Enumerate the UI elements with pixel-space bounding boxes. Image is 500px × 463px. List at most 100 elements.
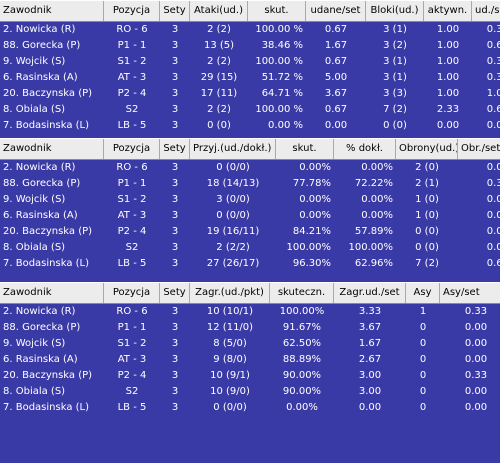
stat-cell: 0.67 [324,24,348,35]
column-header[interactable]: skut. [248,1,306,21]
table-row[interactable]: 9. Wojcik (S) S1 - 2 3 8 (5/0) 62.50% 1.67 0 0.… [0,336,500,352]
column-header[interactable]: Pozycja [104,139,160,159]
column-header[interactable]: Asy/set [440,283,500,303]
stat-cell: 84.21% [292,226,331,237]
column-header[interactable]: Bloki(ud.) [366,1,424,21]
column-header[interactable]: ud./set [472,1,500,21]
stat-cell: 1.67 [358,338,382,349]
stat-cell: P2 - 4 [117,88,147,99]
table-row[interactable]: 6. Rasinska (A) AT - 3 3 9 (8/0) 88.89% 2.67 0… [0,352,500,368]
table-row[interactable]: 7. Bodasinska (L) LB - 5 3 0 (0/0) 0.00% 0.00… [0,400,500,416]
column-header[interactable]: Obr./set [458,139,500,159]
stat-cell: 0.00% [299,162,331,173]
column-header[interactable]: skuteczn. [270,283,334,303]
stat-cell: 2 (1) [415,178,439,189]
serve-stats-table: Zawodnik Pozycja Sety Zagr.(ud./pkt) skutecz… [0,282,500,463]
stat-cell: 1.00 [436,72,460,83]
table-row[interactable]: 9. Wojcik (S) S1 - 2 3 3 (0/0) 0.00% 0.00% 1 (… [0,192,500,208]
column-header[interactable]: Zagr.ud./set [334,283,406,303]
column-header[interactable]: Pozycja [104,283,160,303]
table-row[interactable]: 8. Obiala (S) S2 3 2 (2/2) 100.00% 100.00% 0 (… [0,240,500,256]
column-header[interactable]: Sety [160,139,190,159]
stat-cell: 13 (5) [203,40,235,51]
table-row[interactable]: 2. Nowicka (R) RO - 6 3 10 (10/1) 100.00% 3.3… [0,304,500,320]
stat-cell: 1.00 [436,40,460,51]
table-row[interactable]: 88. Gorecka (P) P1 - 1 3 13 (5) 38.46 % 1.67 3… [0,38,500,54]
table-row[interactable]: 88. Gorecka (P) P1 - 1 3 18 (14/13) 77.78% 72… [0,176,500,192]
stat-cell: 0.00 [486,210,500,221]
stat-cell: 77.78% [292,178,331,189]
stat-cell: 0.67 [486,40,500,51]
table-row[interactable]: 20. Baczynska (P) P2 - 4 3 17 (11) 64.71 % 3.… [0,86,500,102]
stat-cell: 2 (2) [207,104,231,115]
stat-cell: 0 (0) [415,226,439,237]
table-row[interactable]: 20. Baczynska (P) P2 - 4 3 19 (16/11) 84.21%… [0,224,500,240]
stat-cell: P1 - 1 [117,322,147,333]
stat-cell: 7 (2) [383,104,407,115]
column-header[interactable]: Asy [406,283,440,303]
column-header[interactable]: aktywn. [424,1,472,21]
stat-cell: 3 [171,226,179,237]
stat-cell: 100.00% [279,306,325,317]
stat-cell: 57.89% [354,226,393,237]
stat-cell: 3.00 [358,386,382,397]
stat-cell: 3.33 [358,306,382,317]
column-header[interactable]: Przyj.(ud./dokł.) [190,139,276,159]
stat-cell: 10 (10/1) [206,306,254,317]
stat-cell: 0.00 [486,226,500,237]
stat-cell: 2.33 [436,104,460,115]
player-name-cell: 9. Wojcik (S) [3,56,66,67]
table-row[interactable]: 6. Rasinska (A) AT - 3 3 0 (0/0) 0.00% 0.00% 1… [0,208,500,224]
stat-cell: 1.67 [324,40,348,51]
column-header[interactable]: % dokł. [334,139,396,159]
stat-cell: 1.00 [436,88,460,99]
stat-cell: 100.00 % [255,24,303,35]
stat-cell: 29 (15) [200,72,238,83]
stat-cell: 3.67 [358,322,382,333]
column-header[interactable]: skut. [276,139,334,159]
column-header[interactable]: Sety [160,1,190,21]
table-row[interactable]: 88. Gorecka (P) P1 - 1 3 12 (11/0) 91.67% 3.6… [0,320,500,336]
table-row[interactable]: 8. Obiala (S) S2 3 10 (9/0) 90.00% 3.00 0 0.00 [0,384,500,400]
stat-cell: 0.00 [486,242,500,253]
table-row[interactable]: 2. Nowicka (R) RO - 6 3 0 (0/0) 0.00% 0.00% 2 … [0,160,500,176]
stat-cell: 9 (8/0) [213,354,247,365]
stat-cell: 3 [171,56,179,67]
player-name-cell: 2. Nowicka (R) [3,24,76,35]
stat-cell: 0.00 [464,402,488,413]
stat-cell: 12 (11/0) [206,322,254,333]
table-row[interactable]: 8. Obiala (S) S2 3 2 (2) 100.00 % 0.67 7 (2) 2.… [0,102,500,118]
stat-cell: 3 [171,178,179,189]
table-row[interactable]: 7. Bodasinska (L) LB - 5 3 0 (0) 0.00 % 0.00 0… [0,118,500,134]
table-row[interactable]: 20. Baczynska (P) P2 - 4 3 10 (9/1) 90.00% 3.… [0,368,500,384]
stat-cell: S1 - 2 [117,56,147,67]
stat-cell: 90.00% [282,370,322,381]
table-row[interactable]: 9. Wojcik (S) S1 - 2 3 2 (2) 100.00 % 0.67 3 (… [0,54,500,70]
stat-cell: 0.00 [464,322,488,333]
table-row[interactable]: 7. Bodasinska (L) LB - 5 3 27 (26/17) 96.30%… [0,256,500,272]
table-header: Zawodnik Pozycja Sety Ataki(ud.) skut. udane/… [0,0,500,22]
column-header[interactable]: Zawodnik [0,1,104,21]
stat-cell: 0.00% [299,194,331,205]
stat-cell: P1 - 1 [117,178,147,189]
stat-cell: 0 (0) [415,242,439,253]
column-header[interactable]: Zawodnik [0,139,104,159]
stat-cell: AT - 3 [117,72,147,83]
column-header[interactable]: Sety [160,283,190,303]
table-row[interactable]: 6. Rasinska (A) AT - 3 3 29 (15) 51.72 % 5.00… [0,70,500,86]
column-header[interactable]: Ataki(ud.) [190,1,248,21]
column-header[interactable]: Zagr.(ud./pkt) [190,283,270,303]
column-header[interactable]: Obrony(ud.) [396,139,458,159]
column-header[interactable]: udane/set [306,1,366,21]
stat-cell: 0 [419,386,427,397]
table-row[interactable]: 2. Nowicka (R) RO - 6 3 2 (2) 100.00 % 0.67 3 … [0,22,500,38]
column-header[interactable]: Pozycja [104,1,160,21]
stat-cell: 0 (0) [383,120,407,131]
stat-cell: 3 (1) [383,24,407,35]
column-header[interactable]: Zawodnik [0,283,104,303]
stat-cell: 0.00% [286,402,318,413]
stat-cell: 96.30% [292,258,331,269]
player-name-cell: 20. Baczynska (P) [3,88,93,99]
player-name-cell: 7. Bodasinska (L) [3,120,90,131]
stat-cell: RO - 6 [116,162,148,173]
